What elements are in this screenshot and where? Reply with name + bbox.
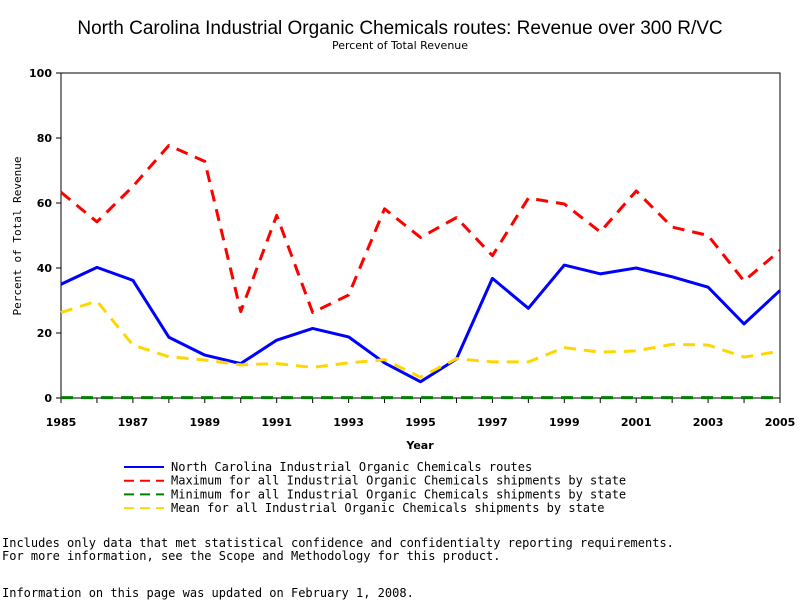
- legend-item-mean: Mean for all Industrial Organic Chemical…: [124, 501, 604, 515]
- series-line-north-carolina: [60, 263, 782, 384]
- footnote-confidentiality: Includes only data that met statistical …: [2, 536, 674, 550]
- legend-label: Minimum for all Industrial Organic Chemi…: [171, 487, 626, 501]
- x-tick-label: 1997: [477, 416, 508, 429]
- y-tick-label: 40: [37, 262, 53, 275]
- x-tick-label: 2005: [765, 416, 796, 429]
- plot-frame: [60, 72, 781, 399]
- x-tick-label: 2003: [693, 416, 724, 429]
- y-tick-label: 20: [37, 327, 53, 340]
- x-tick-label: 1989: [189, 416, 220, 429]
- footnote-methodology: For more information, see the Scope and …: [2, 549, 501, 563]
- series-line-mean: [60, 299, 781, 379]
- legend: North Carolina Industrial Organic Chemic…: [124, 460, 626, 515]
- y-tick-label: 80: [37, 132, 53, 145]
- x-tick-label: 1999: [549, 416, 580, 429]
- chart-subtitle: Percent of Total Revenue: [332, 39, 468, 52]
- legend-label: North Carolina Industrial Organic Chemic…: [171, 460, 532, 474]
- x-tick-label: 1991: [261, 416, 292, 429]
- legend-item-maximum: Maximum for all Industrial Organic Chemi…: [124, 474, 626, 488]
- chart-title: North Carolina Industrial Organic Chemic…: [77, 18, 722, 39]
- legend-label: Mean for all Industrial Organic Chemical…: [171, 501, 604, 515]
- x-tick-label: 1995: [405, 416, 436, 429]
- y-axis-label: Percent of Total Revenue: [11, 157, 24, 316]
- footnote-updated: Information on this page was updated on …: [2, 586, 414, 600]
- series-line-maximum: [60, 143, 781, 315]
- legend-item-north-carolina: North Carolina Industrial Organic Chemic…: [124, 460, 532, 474]
- y-tick-label: 100: [29, 67, 52, 80]
- x-axis-label: Year: [405, 439, 434, 452]
- x-tick-label: 1985: [46, 416, 77, 429]
- legend-item-minimum: Minimum for all Industrial Organic Chemi…: [124, 487, 626, 501]
- y-tick-label: 60: [37, 197, 53, 210]
- legend-label: Maximum for all Industrial Organic Chemi…: [171, 474, 626, 488]
- x-tick-label: 1993: [333, 416, 364, 429]
- x-tick-label: 1987: [118, 416, 149, 429]
- x-tick-label: 2001: [621, 416, 652, 429]
- y-tick-label: 0: [44, 392, 52, 405]
- plot-area: 0 20 40 60 80 100 1985 1987 1989 1991 1993 1995 1997…: [29, 67, 795, 429]
